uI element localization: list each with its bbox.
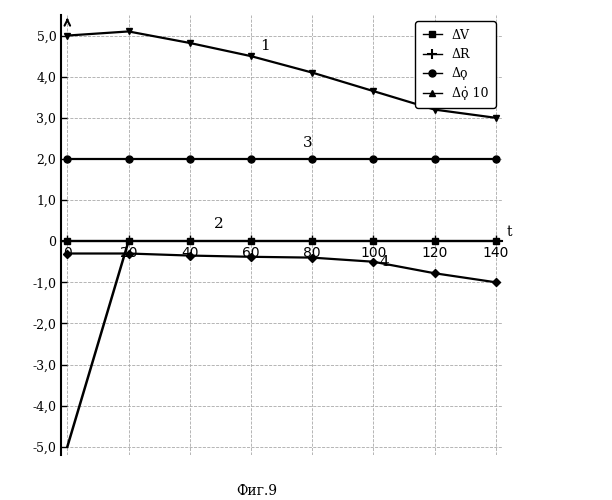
Text: 1: 1 xyxy=(260,39,270,53)
Text: t: t xyxy=(506,225,512,239)
Legend: ΔV, ΔR, Δϙ, Δϙ̇ 10: ΔV, ΔR, Δϙ, Δϙ̇ 10 xyxy=(416,21,496,108)
Text: 3: 3 xyxy=(303,136,313,149)
Text: 2: 2 xyxy=(214,217,224,231)
Text: Фиг.9: Фиг.9 xyxy=(237,484,277,498)
Text: 4: 4 xyxy=(379,255,389,269)
